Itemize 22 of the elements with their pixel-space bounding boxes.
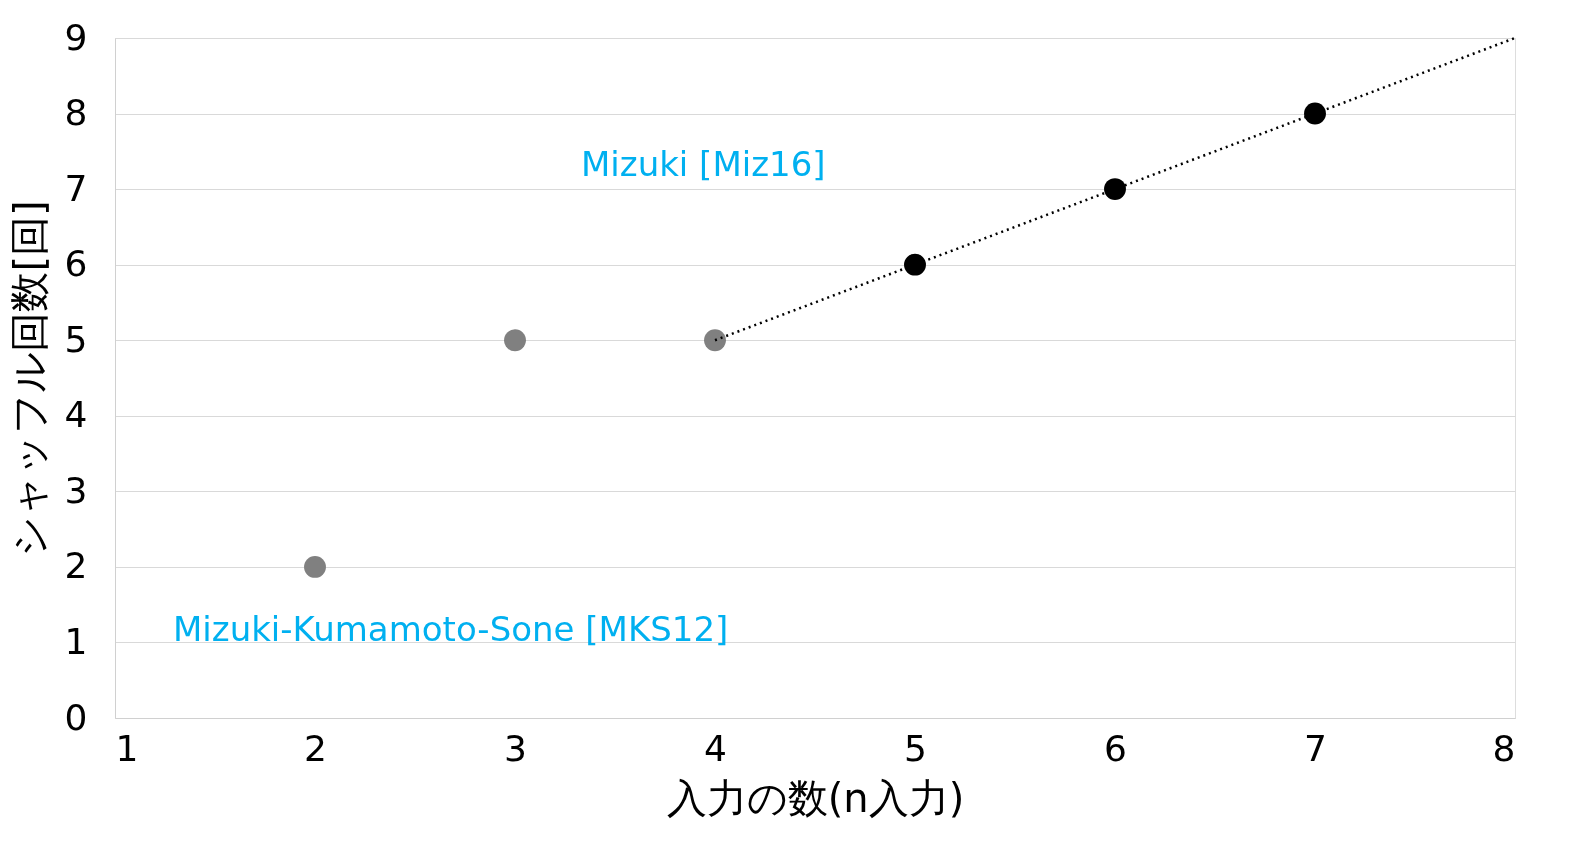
annotation: Mizuki [Miz16] (581, 144, 826, 185)
x-tick-label: 8 (1492, 727, 1516, 769)
x-tick-label: 6 (1104, 727, 1127, 769)
x-tick-label: 7 (1304, 727, 1327, 769)
x-tick-label: 2 (304, 727, 327, 769)
y-tick-label: 1 (64, 620, 88, 662)
x-tick-label: 4 (704, 727, 727, 769)
y-tick-label: 9 (64, 16, 88, 58)
y-tick-label: 7 (64, 167, 88, 209)
y-tick-label: 5 (64, 318, 88, 360)
x-tick-label: 5 (904, 727, 927, 769)
y-tick-label: 0 (64, 696, 88, 738)
y-tick-label: 4 (64, 394, 88, 436)
y-tick-label: 8 (64, 92, 88, 134)
y-tick-label: 3 (64, 469, 88, 511)
x-tick-label: 1 (115, 727, 139, 769)
annotation: Mizuki-Kumamoto-Sone [MKS12] (173, 609, 729, 650)
x-axis-title: 入力の数(n入力) (666, 774, 965, 821)
x-tick-label: 3 (504, 727, 527, 769)
y-tick-label: 2 (64, 545, 88, 587)
y-tick-label: 6 (64, 243, 88, 285)
y-axis-title: シャッフル回数[回] (5, 200, 52, 557)
